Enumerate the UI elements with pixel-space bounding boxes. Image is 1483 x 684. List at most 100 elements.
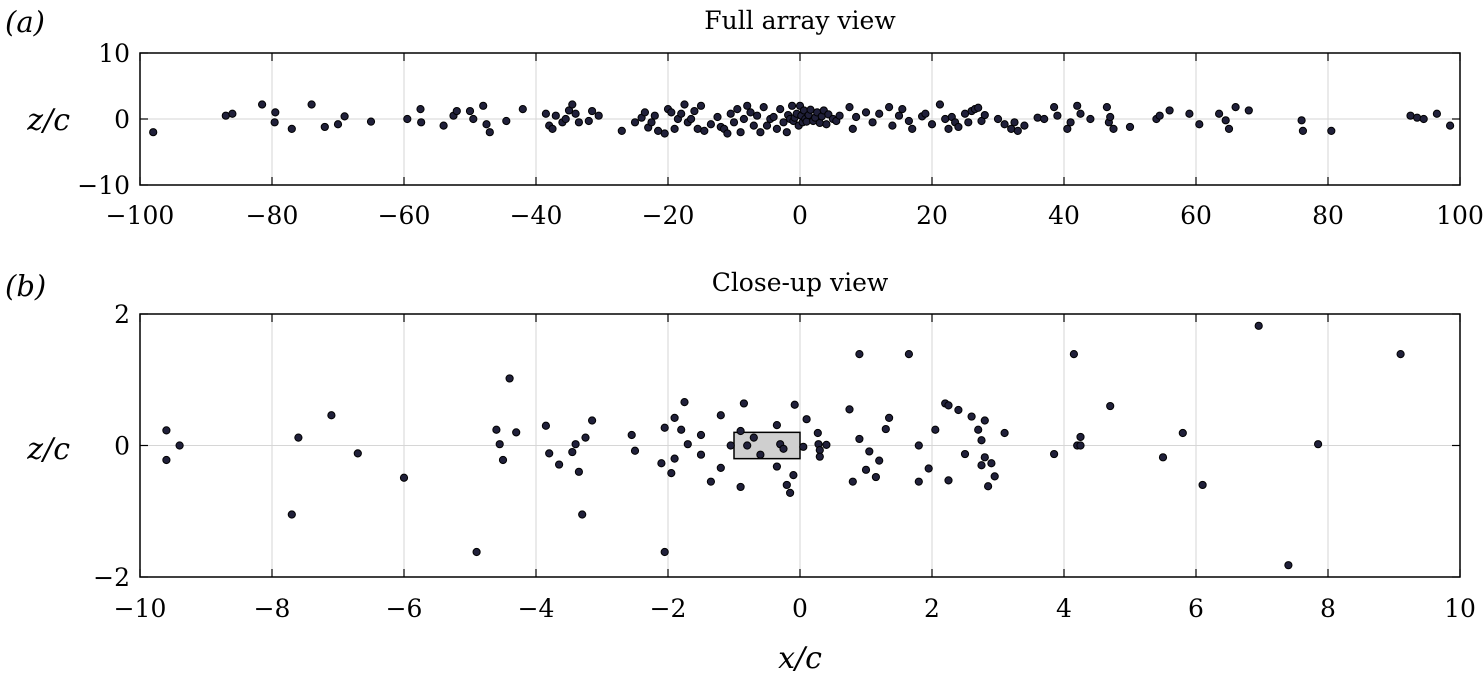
data-point xyxy=(578,510,587,519)
data-point xyxy=(1020,121,1029,130)
data-point xyxy=(756,450,765,459)
data-point xyxy=(749,121,758,130)
x-tick-label: −20 xyxy=(642,201,695,230)
data-point xyxy=(568,100,577,109)
data-point xyxy=(690,106,699,116)
data-point xyxy=(1298,126,1308,135)
data-point xyxy=(588,416,597,425)
data-point xyxy=(980,416,989,425)
data-point xyxy=(551,111,560,120)
y-tick-label: 2 xyxy=(114,300,130,329)
data-point xyxy=(1224,124,1234,133)
panel-label: (b) xyxy=(5,269,46,303)
data-point xyxy=(568,447,577,457)
data-point xyxy=(848,477,857,486)
data-point xyxy=(294,433,303,442)
data-point xyxy=(927,120,937,129)
data-point xyxy=(670,124,679,133)
data-point xyxy=(984,482,993,491)
data-point xyxy=(417,118,426,127)
x-tick-label: 6 xyxy=(1188,594,1204,623)
data-point xyxy=(772,421,782,430)
data-point xyxy=(1178,428,1187,438)
x-tick-label: −4 xyxy=(518,594,555,623)
data-point xyxy=(924,464,933,473)
data-point xyxy=(759,103,768,112)
data-point xyxy=(954,405,963,415)
data-point xyxy=(680,100,689,109)
data-point xyxy=(687,114,696,124)
data-point xyxy=(680,398,689,407)
data-point xyxy=(789,470,798,480)
data-point xyxy=(881,424,890,434)
data-point xyxy=(228,109,237,118)
data-point xyxy=(762,121,772,130)
data-point xyxy=(782,128,791,137)
data-point xyxy=(677,109,686,118)
panel-label: (a) xyxy=(5,5,45,39)
data-point xyxy=(287,124,296,133)
data-point xyxy=(736,128,745,137)
data-point xyxy=(1106,401,1115,411)
data-point xyxy=(1076,432,1085,442)
data-point xyxy=(1215,109,1224,118)
y-tick-label: 10 xyxy=(98,39,130,68)
x-tick-label: 60 xyxy=(1180,201,1212,230)
data-point xyxy=(465,106,475,116)
data-point xyxy=(894,111,904,120)
data-point xyxy=(495,440,504,449)
data-point xyxy=(657,459,666,468)
data-point xyxy=(772,124,782,133)
x-tick-label: 0 xyxy=(792,201,808,230)
data-point xyxy=(954,122,963,132)
data-point xyxy=(769,112,778,122)
data-point xyxy=(650,111,659,120)
data-point xyxy=(713,112,722,122)
data-point xyxy=(779,118,788,127)
plot-frame xyxy=(139,313,1461,578)
data-point xyxy=(1102,103,1112,112)
data-point xyxy=(852,112,861,122)
x-tick-label: 8 xyxy=(1320,594,1336,623)
data-point xyxy=(696,450,706,459)
data-point xyxy=(1314,440,1323,449)
data-point xyxy=(1396,350,1405,359)
data-point xyxy=(594,111,603,120)
data-point xyxy=(885,103,894,112)
data-point xyxy=(700,126,709,135)
data-point xyxy=(1155,111,1164,120)
data-point xyxy=(340,112,349,121)
panel-a: (a) Full array view−100 −80 −60 −40 −20 0 20 40 6… xyxy=(5,5,1483,230)
data-point xyxy=(670,454,679,463)
x-tick-label: −40 xyxy=(510,201,563,230)
data-point xyxy=(706,120,716,129)
data-point xyxy=(779,444,788,453)
data-point xyxy=(921,109,930,118)
panel-title: Full array view xyxy=(704,6,896,35)
data-point xyxy=(327,411,336,420)
data-point xyxy=(696,430,706,440)
data-point xyxy=(822,120,831,129)
data-point xyxy=(647,118,656,127)
data-point xyxy=(802,415,811,424)
data-point xyxy=(980,110,989,120)
data-point xyxy=(726,441,735,450)
x-tick-label: 100 xyxy=(1436,201,1483,230)
data-point xyxy=(1007,124,1016,133)
data-point xyxy=(964,118,973,127)
data-point xyxy=(502,116,511,126)
data-point xyxy=(756,128,765,137)
data-point xyxy=(1446,121,1455,130)
data-point xyxy=(574,118,584,127)
data-point xyxy=(258,100,267,109)
data-point xyxy=(162,455,171,465)
data-point xyxy=(696,101,706,110)
panel-title: Close-up view xyxy=(712,268,889,297)
data-point xyxy=(845,405,854,414)
data-point xyxy=(1244,106,1253,115)
y-tick-label: 0 xyxy=(114,105,130,134)
data-point xyxy=(706,477,716,486)
data-point xyxy=(287,510,296,519)
data-point xyxy=(1033,113,1042,122)
data-point xyxy=(743,441,752,450)
